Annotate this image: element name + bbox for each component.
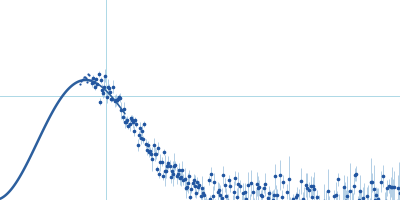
Point (125, 124, 132, 127)
Point (80, 76, 87, 79)
Point (87, 79, 94, 82)
Point (103, 96, 110, 99)
Point (84, 81, 90, 84)
Point (118, 109, 125, 112)
Point (110, 85, 117, 88)
Point (129, 118, 135, 121)
Point (90, 76, 96, 79)
Point (102, 74, 109, 77)
Point (123, 120, 129, 123)
Point (94, 83, 101, 86)
Point (86, 74, 92, 77)
Point (106, 86, 112, 89)
Point (122, 120, 128, 124)
Point (104, 86, 111, 89)
Point (120, 107, 127, 111)
Point (100, 91, 106, 94)
Point (95, 72, 102, 76)
Point (83, 76, 89, 79)
Point (112, 98, 119, 102)
Point (126, 122, 133, 126)
Point (131, 129, 137, 132)
Point (117, 96, 124, 99)
Point (82, 75, 88, 78)
Point (114, 98, 120, 101)
Point (98, 79, 104, 82)
Point (133, 122, 140, 126)
Point (112, 99, 118, 103)
Point (128, 116, 134, 120)
Point (132, 118, 138, 121)
Point (92, 86, 98, 89)
Point (115, 98, 121, 101)
Point (99, 88, 105, 92)
Point (116, 95, 122, 98)
Point (78, 79, 84, 82)
Point (91, 80, 97, 83)
Point (77, 83, 84, 86)
Point (96, 100, 103, 103)
Point (101, 85, 108, 88)
Point (79, 77, 86, 80)
Point (107, 90, 113, 93)
Point (109, 97, 116, 100)
Point (93, 77, 100, 80)
Point (124, 118, 130, 121)
Point (85, 72, 92, 75)
Point (88, 81, 95, 85)
Point (108, 98, 114, 101)
Point (120, 116, 126, 119)
Point (130, 120, 136, 123)
